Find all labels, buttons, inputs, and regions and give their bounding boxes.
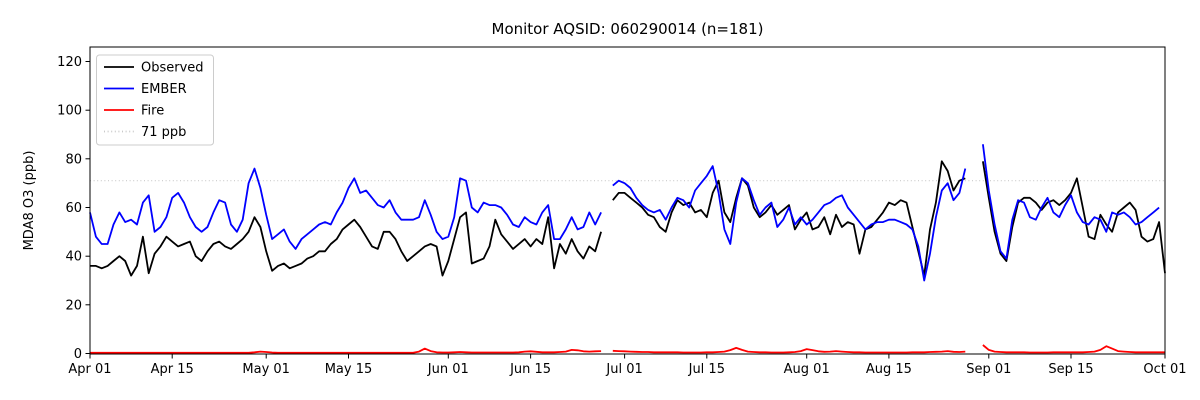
legend-label-observed: Observed	[141, 61, 204, 76]
series-fire-line	[90, 344, 1165, 354]
x-tick-label: Sep 01	[966, 362, 1011, 377]
legend-label-fire: Fire	[141, 104, 164, 119]
x-tick-label: Sep 15	[1048, 362, 1093, 377]
chart-title: Monitor AQSID: 060290014 (n=181)	[492, 20, 764, 38]
legend-item-observed: Observed	[104, 61, 204, 76]
legend-item-fire: Fire	[104, 104, 164, 119]
y-tick-label: 60	[65, 201, 82, 216]
x-tick-label: Jul 15	[688, 362, 725, 377]
x-tick-label: May 01	[242, 362, 290, 377]
x-tick-label: Apr 15	[151, 362, 194, 377]
x-tick-label: Aug 15	[866, 362, 912, 377]
legend-label-ember: EMBER	[141, 82, 187, 97]
legend-label-threshold: 71 ppb	[141, 125, 186, 140]
y-axis-label: MDA8 O3 (ppb)	[22, 151, 37, 251]
legend-box	[96, 54, 214, 146]
y-tick-label: 20	[65, 298, 82, 313]
x-tick-label: Jun 15	[509, 362, 551, 377]
y-tick-label: 120	[57, 55, 82, 70]
x-tick-label: Jun 01	[427, 362, 469, 377]
y-tick-label: 80	[65, 152, 82, 167]
plot-frame	[89, 46, 1166, 355]
series-ember-line	[89, 144, 1160, 282]
y-tick-label: 0	[74, 347, 82, 362]
y-tick-label: 100	[57, 104, 82, 119]
x-tick-label: Jul 01	[605, 362, 642, 377]
x-tick-label: Oct 01	[1143, 362, 1186, 377]
x-tick-label: Aug 01	[784, 362, 830, 377]
x-tick-label: Apr 01	[68, 362, 111, 377]
x-tick-label: May 15	[325, 362, 373, 377]
plot-area: 0 20 40 60 80 100 120 Apr 01 Apr 15 May 01 May 15 J…	[57, 46, 1187, 377]
legend-item-threshold: 71 ppb	[104, 125, 186, 140]
series-observed-line	[90, 160, 1166, 277]
legend: Observed EMBER Fire 71 ppb	[96, 54, 214, 146]
legend-item-ember: EMBER	[104, 82, 187, 97]
y-tick-label: 40	[65, 250, 82, 265]
